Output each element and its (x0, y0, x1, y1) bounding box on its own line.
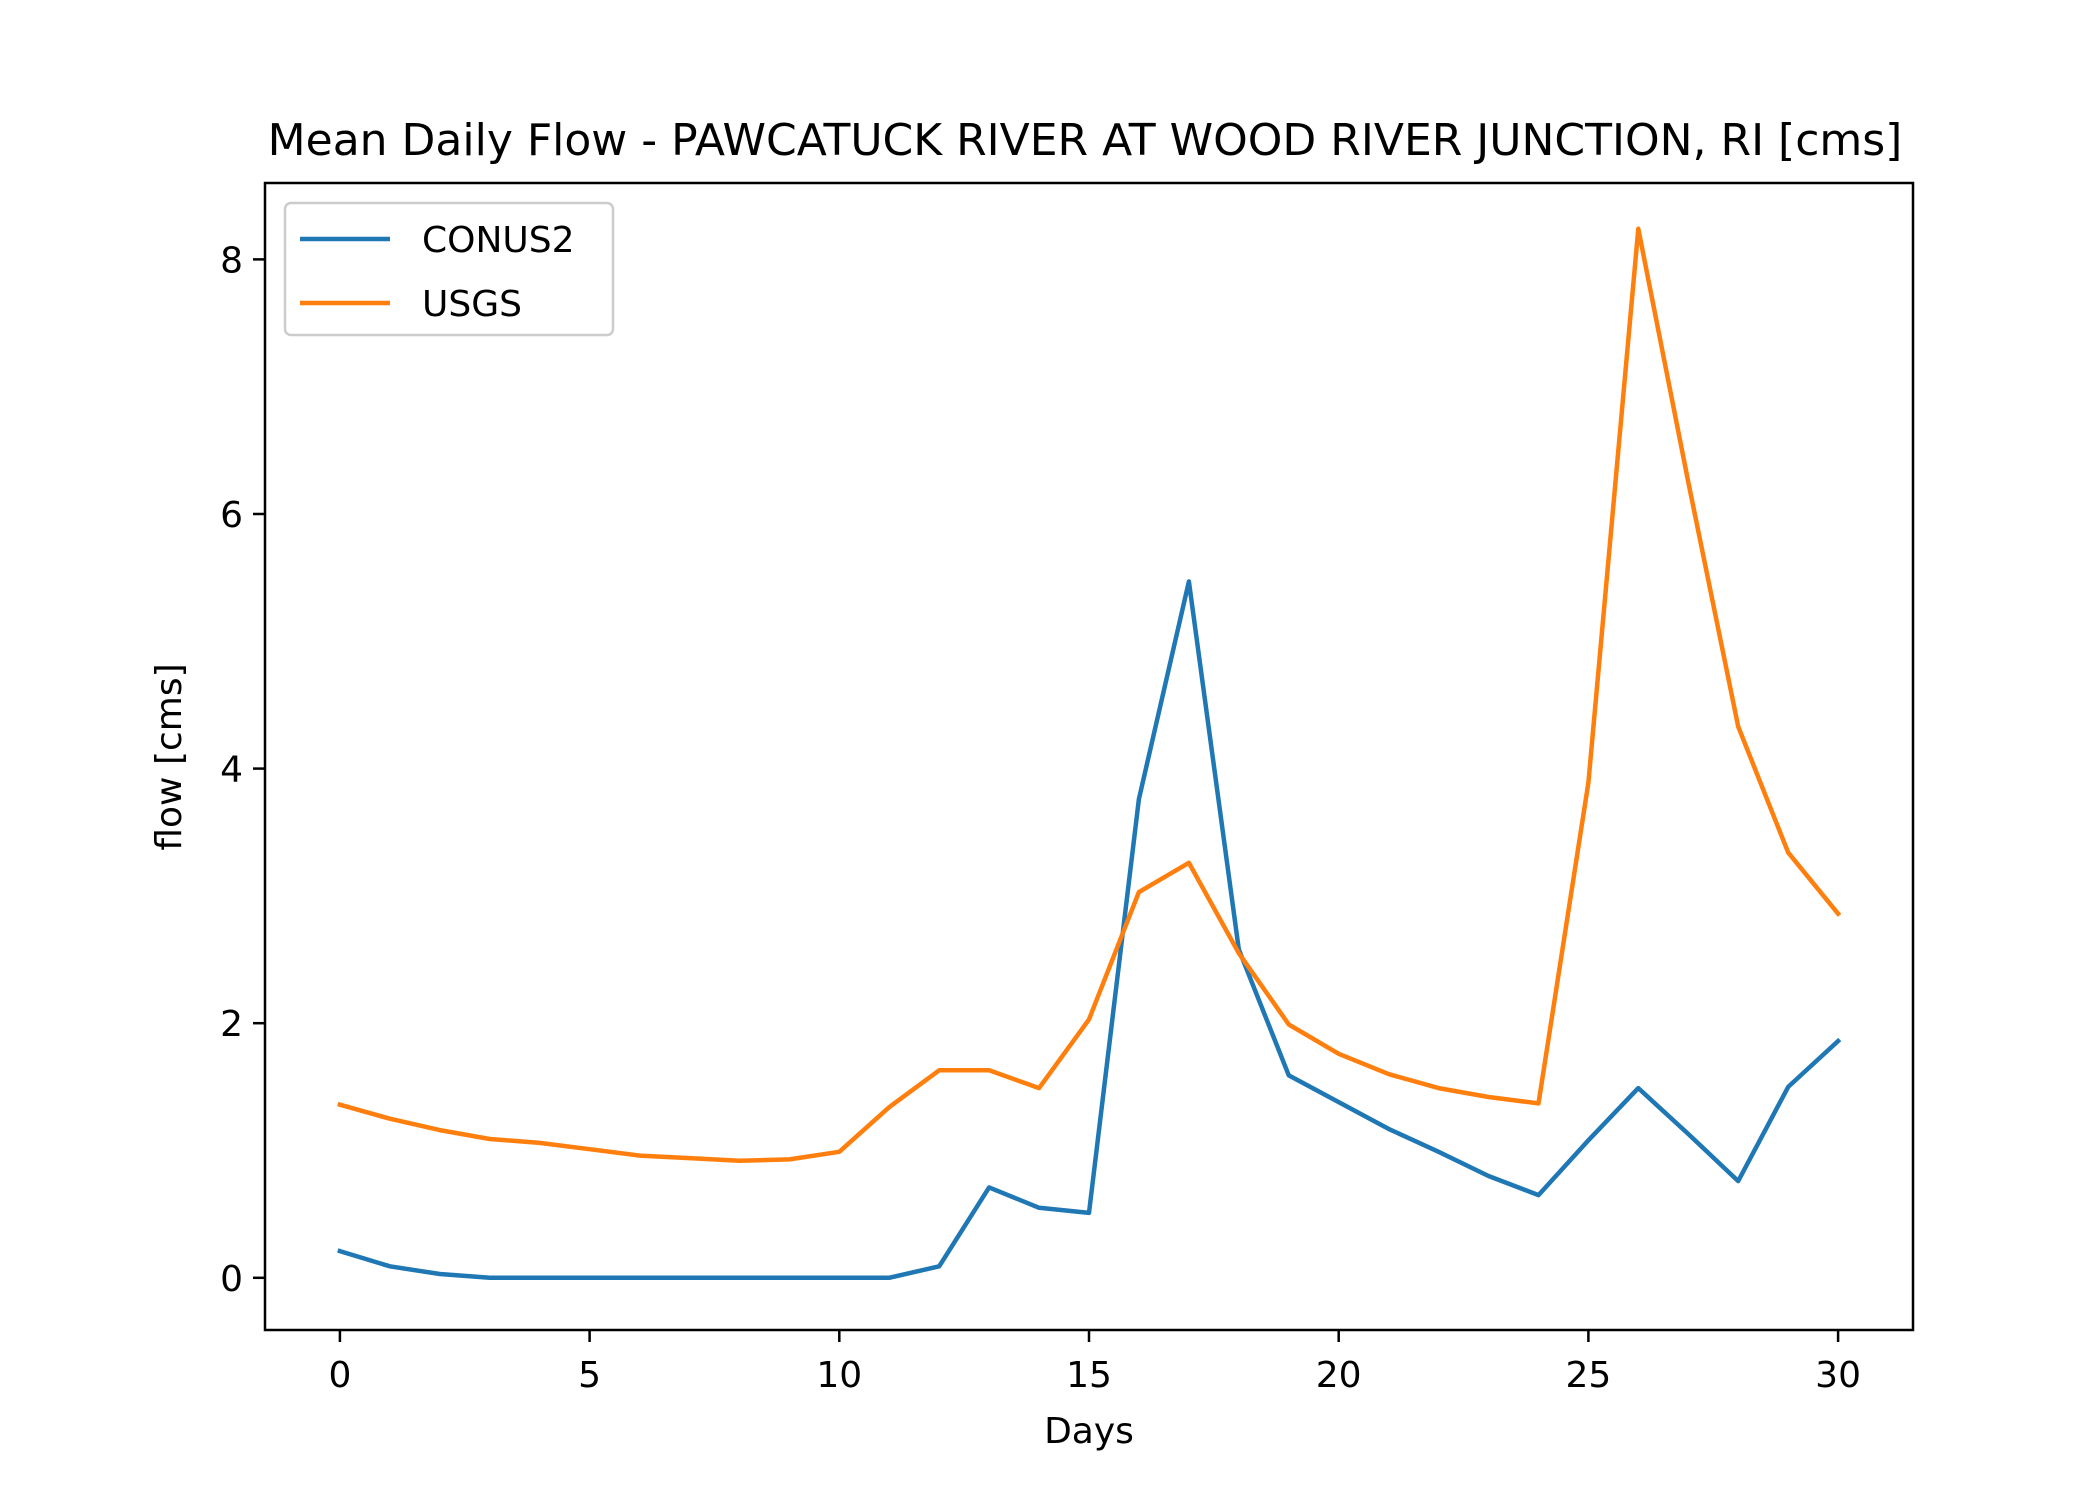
x-axis: 0 5 10 15 20 25 30 (328, 1330, 1861, 1396)
x-tick-label: 25 (1565, 1355, 1611, 1396)
y-tick-label: 2 (220, 1004, 243, 1045)
x-tick-label: 20 (1316, 1355, 1362, 1396)
legend: CONUS2 USGS (283, 201, 615, 337)
y-tick-label: 8 (220, 240, 243, 281)
y-tick-label: 4 (220, 750, 243, 791)
series-line-conus2 (337, 579, 1842, 1281)
y-tick-label: 0 (220, 1259, 243, 1300)
chart-title: Mean Daily Flow - PAWCATUCK RIVER AT WOO… (268, 115, 1903, 166)
series-line-usgs (337, 226, 1842, 1163)
y-axis: 0 2 4 6 8 (220, 240, 265, 1300)
y-axis-label: flow [cms] (149, 663, 190, 850)
x-axis-label: Days (1044, 1411, 1134, 1452)
legend-label-usgs: USGS (422, 284, 522, 325)
plot-frame (263, 181, 1915, 1332)
x-tick-label: 5 (578, 1355, 601, 1396)
x-tick-label: 15 (1066, 1355, 1112, 1396)
legend-label-conus2: CONUS2 (422, 220, 575, 261)
x-tick-label: 10 (816, 1355, 862, 1396)
x-tick-label: 30 (1815, 1355, 1861, 1396)
x-tick-label: 0 (328, 1355, 351, 1396)
y-tick-label: 6 (220, 495, 243, 536)
plot-series (337, 226, 1842, 1281)
